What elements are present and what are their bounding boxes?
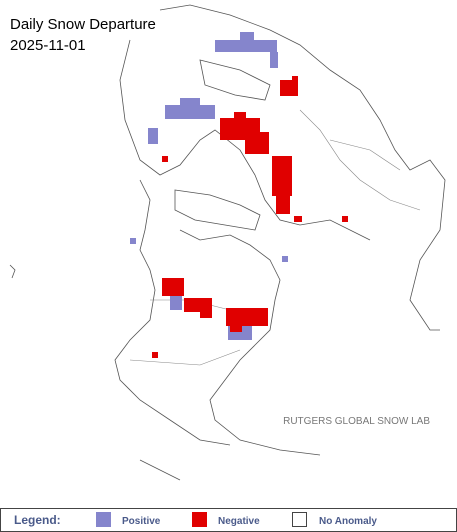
negative-cell <box>162 156 168 162</box>
negative-cell <box>294 216 302 222</box>
legend-swatch-none <box>292 512 307 527</box>
legend-label: No Anomaly <box>319 516 377 527</box>
negative-cell <box>152 352 158 358</box>
coastline <box>199 59 271 101</box>
negative-cell <box>184 298 212 312</box>
positive-cell <box>240 32 254 40</box>
positive-cell <box>180 98 200 106</box>
map-title: Daily Snow Departure <box>10 16 156 33</box>
negative-cell <box>342 216 348 222</box>
positive-cell <box>148 128 158 144</box>
legend-label: Negative <box>218 516 260 527</box>
negative-cell <box>230 324 242 332</box>
negative-cell <box>226 308 268 326</box>
country-border <box>129 109 421 366</box>
credit: RUTGERS GLOBAL SNOW LAB <box>283 416 430 427</box>
positive-cell <box>165 105 215 119</box>
positive-cell <box>270 52 278 68</box>
anomaly-cells <box>130 32 348 358</box>
negative-cell <box>234 112 246 120</box>
negative-cell <box>276 194 290 214</box>
coastline <box>114 179 231 446</box>
legend-swatch-negative <box>192 512 207 527</box>
coastline <box>159 4 446 331</box>
positive-cell <box>215 40 277 52</box>
negative-cell <box>292 76 298 84</box>
legend-label: Positive <box>122 516 161 527</box>
negative-cell <box>200 310 212 318</box>
negative-cell <box>245 132 269 154</box>
coastlines <box>9 4 446 481</box>
legend-swatch-positive <box>96 512 111 527</box>
map-date: 2025-11-01 <box>10 37 86 54</box>
coastline <box>174 189 261 231</box>
positive-cell <box>130 238 136 244</box>
legend-title: Legend: <box>14 513 61 527</box>
negative-cell <box>272 156 292 196</box>
positive-cell <box>282 256 288 262</box>
coastline <box>9 264 181 481</box>
positive-cell <box>170 296 182 310</box>
negative-cell <box>162 278 184 296</box>
coastline <box>179 229 321 456</box>
